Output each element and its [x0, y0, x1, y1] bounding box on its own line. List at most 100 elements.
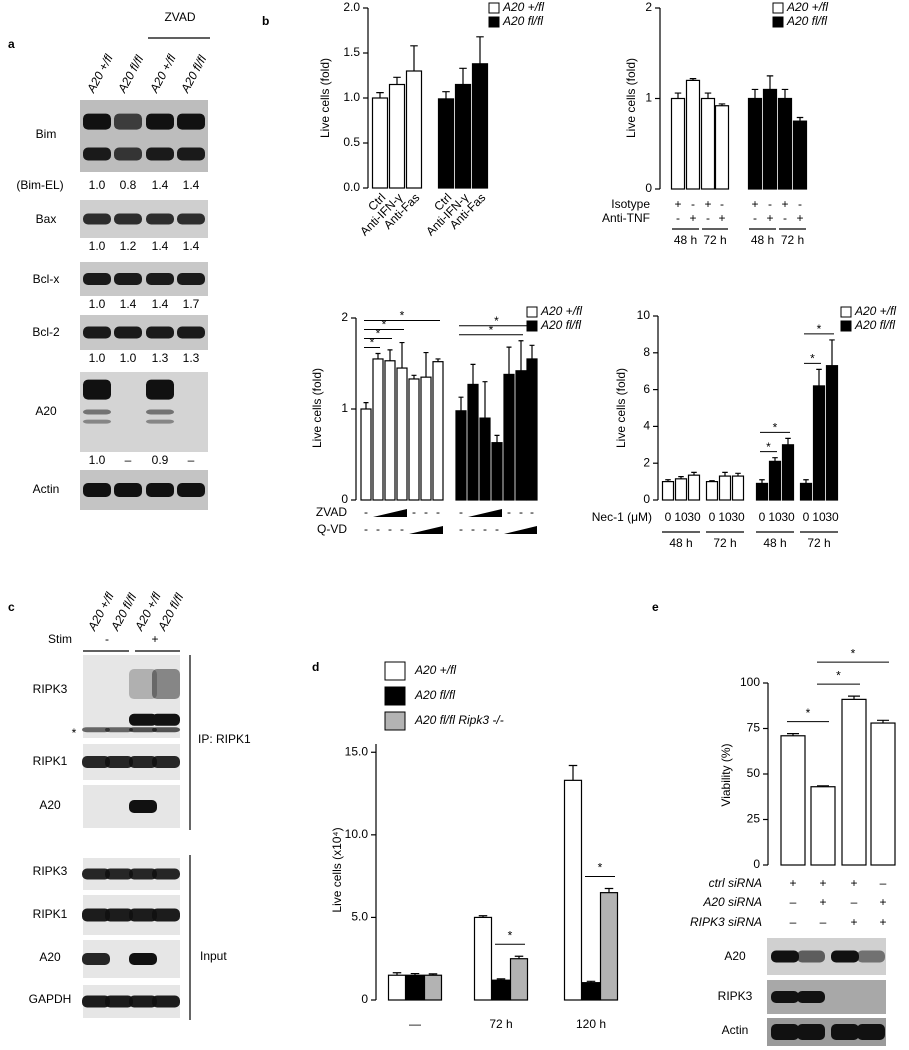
y-axis-label: Live cells (x10⁴): [330, 827, 344, 912]
stim-value: -: [105, 632, 109, 646]
y-tick-label: 0: [643, 492, 650, 506]
bar: [515, 370, 527, 501]
y-axis-label: Viability (%): [719, 743, 733, 806]
band: [177, 213, 205, 225]
row-cell: -: [691, 197, 695, 211]
significance-label: *: [382, 318, 387, 332]
x-tick-label: 72 h: [489, 1017, 512, 1031]
band: [129, 756, 157, 768]
bar: [731, 475, 745, 501]
error-bar: [478, 915, 488, 918]
legend-swatch: [772, 2, 784, 14]
error-bar: [496, 978, 506, 981]
row-label: ctrl siRNA: [709, 876, 762, 890]
bar: [503, 373, 515, 501]
error-bar: [428, 973, 438, 976]
row-label: RIPK3: [33, 682, 68, 696]
band: [105, 995, 133, 1008]
legend-swatch: [488, 2, 500, 14]
error-bar: [678, 476, 684, 479]
band: [83, 147, 111, 161]
bar: [479, 417, 491, 501]
row-label: Nec-1 (μM): [592, 510, 652, 524]
row-cell: -: [495, 522, 499, 536]
bar: [661, 481, 675, 501]
y-tick-label: 5.0: [351, 910, 368, 924]
bar: [372, 358, 384, 501]
bar: [780, 735, 806, 866]
x-tick-label: 120 h: [576, 1017, 606, 1031]
band: [129, 727, 157, 733]
band: [83, 483, 111, 497]
y-tick-label: 1: [645, 91, 652, 105]
row-cell: 30: [825, 510, 839, 524]
band: [177, 147, 205, 161]
stim-label: Stim: [48, 632, 72, 646]
band: [105, 868, 133, 880]
error-bar: [376, 92, 384, 98]
significance-label: *: [817, 322, 822, 336]
band: [152, 669, 180, 700]
row-label: RIPK3: [718, 989, 753, 1003]
band: [129, 669, 157, 700]
error-bar: [442, 91, 450, 99]
y-axis-label: Live cells (fold): [614, 368, 628, 448]
band: [146, 483, 174, 497]
row-cell: +: [819, 895, 826, 909]
y-tick-label: 1.5: [343, 45, 360, 59]
row-cell: +: [879, 915, 886, 929]
legend-swatch: [488, 16, 500, 28]
band: [83, 419, 111, 424]
band: [177, 273, 205, 285]
y-tick-label: 10: [637, 308, 651, 322]
row-label: A20: [39, 798, 61, 812]
bar: [405, 974, 425, 1001]
error-bar: [410, 45, 418, 71]
significance-label: *: [810, 352, 815, 366]
row-cell: 30: [781, 510, 795, 524]
lane-label: A20 +/fl: [84, 52, 116, 96]
error-bar: [518, 340, 524, 371]
error-bar: [718, 103, 726, 106]
y-tick-label: 15.0: [345, 744, 369, 758]
error-bar: [704, 92, 712, 99]
band: [114, 213, 142, 225]
row-cell: 0: [803, 510, 810, 524]
row-cell: +: [689, 211, 696, 225]
input-label: Input: [200, 949, 227, 963]
row-cell: +: [819, 876, 826, 890]
legend-swatch: [384, 661, 406, 681]
band: [146, 147, 174, 161]
band: [82, 868, 110, 880]
bar: [747, 97, 763, 190]
error-bar: [751, 88, 759, 99]
quant-value: 1.4: [152, 297, 169, 311]
quant-value: 0.9: [152, 453, 169, 467]
band: [129, 995, 157, 1008]
row-label: Anti-TNF: [602, 211, 650, 225]
y-tick-label: 1.0: [343, 90, 360, 104]
row-cell: 0: [759, 510, 766, 524]
bar: [870, 722, 896, 866]
legend-label: A20 +/fl: [540, 304, 582, 318]
band: [146, 409, 174, 415]
band: [177, 483, 205, 497]
error-bar: [604, 887, 614, 893]
error-bar: [459, 67, 467, 85]
significance-label: *: [370, 336, 375, 350]
row-cell: -: [783, 211, 787, 225]
span-label: 72 h: [807, 536, 830, 550]
bar: [777, 97, 793, 190]
band: [797, 991, 825, 1003]
row-cell: -: [412, 505, 416, 519]
span-label: 48 h: [669, 536, 692, 550]
y-tick-label: 0: [753, 857, 760, 871]
span-label: 72 h: [703, 233, 726, 247]
legend-label: A20 fl/fl: [854, 318, 895, 332]
row-cell: -: [753, 211, 757, 225]
y-tick-label: 2: [341, 310, 348, 324]
error-bar: [848, 695, 860, 700]
bar: [810, 786, 836, 866]
error-bar: [410, 972, 420, 976]
error-bar: [665, 479, 671, 482]
